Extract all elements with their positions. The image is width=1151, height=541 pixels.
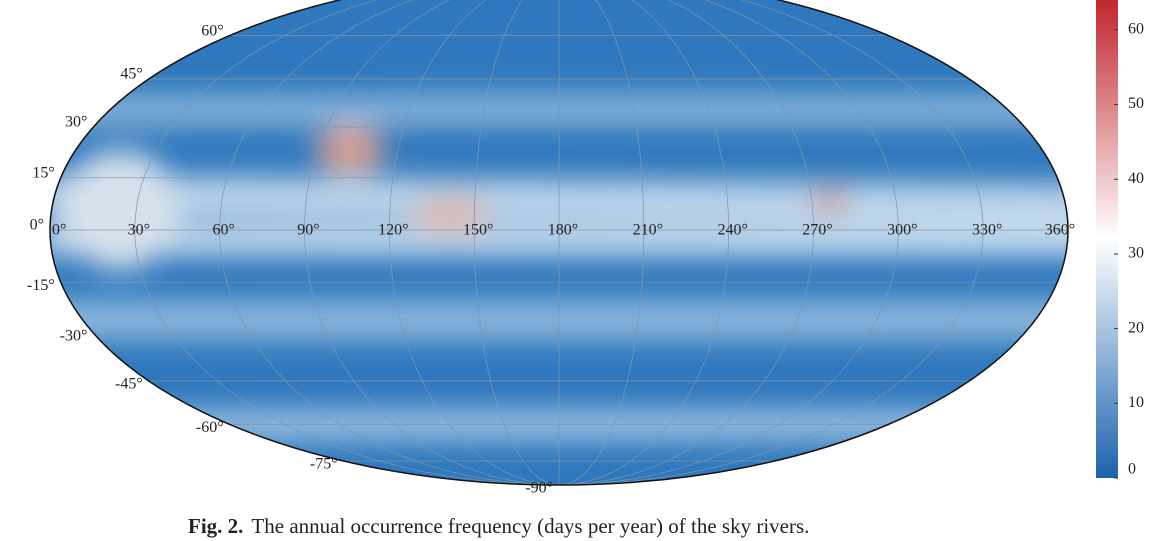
colorbar-tick-label: 40	[1128, 170, 1144, 187]
lon-label: 30°	[128, 222, 150, 239]
colorbar-tick-label: 50	[1128, 95, 1144, 112]
lon-label: 270°	[802, 222, 832, 239]
meridian	[558, 0, 814, 486]
lon-label: 300°	[887, 222, 917, 239]
lat-label: -15°	[27, 277, 55, 294]
map-outline	[49, 0, 1069, 486]
colorbar-tick-label: 60	[1128, 21, 1144, 38]
colorbar-tick-label: 20	[1128, 319, 1144, 336]
meridian	[134, 0, 560, 486]
meridian	[558, 0, 730, 486]
lat-label: 60°	[201, 22, 223, 39]
colorbar-tick-label: 10	[1128, 394, 1144, 411]
lat-label: -90°	[525, 480, 553, 497]
colorbar-ticks: 0 10 20 30 40 50 60	[1114, 21, 1144, 479]
lon-label: 330°	[972, 222, 1002, 239]
lat-label: 45°	[120, 66, 142, 83]
lon-label: 120°	[378, 222, 408, 239]
lon-label: 150°	[463, 222, 493, 239]
lat-label: -75°	[310, 456, 338, 473]
meridian	[558, 0, 645, 486]
meridian	[558, 0, 984, 486]
lon-label: 240°	[717, 222, 747, 239]
lon-label: 180°	[548, 222, 578, 239]
caption-label: Fig. 2.	[188, 514, 243, 538]
lon-label: 60°	[212, 222, 234, 239]
meridian	[304, 0, 560, 486]
meridian	[558, 0, 899, 486]
lat-label: -45°	[115, 376, 143, 393]
caption-text: The annual occurrence frequency (days pe…	[251, 514, 809, 538]
map-field	[50, 0, 1068, 485]
axis-labels: 60° 45° 30° 15° 0° -15° -30° -45° -60° -75° -90° 0°…	[27, 22, 1075, 496]
colorbar-tick-label: 30	[1128, 245, 1144, 262]
meridian	[388, 0, 560, 486]
lat-label: 0°	[30, 217, 44, 234]
lon-label: 210°	[633, 222, 663, 239]
lat-label: 15°	[32, 164, 54, 181]
lon-label: 90°	[297, 222, 319, 239]
meridian	[473, 0, 560, 486]
lon-label: 360°	[1045, 222, 1075, 239]
lat-label: -30°	[60, 328, 88, 345]
colorbar-tick-label: 0	[1128, 461, 1136, 478]
colorbar	[1096, 0, 1118, 478]
meridian	[219, 0, 560, 486]
lon-label: 0°	[52, 222, 66, 239]
lat-label: -60°	[196, 419, 224, 436]
lat-label: 30°	[65, 114, 87, 131]
